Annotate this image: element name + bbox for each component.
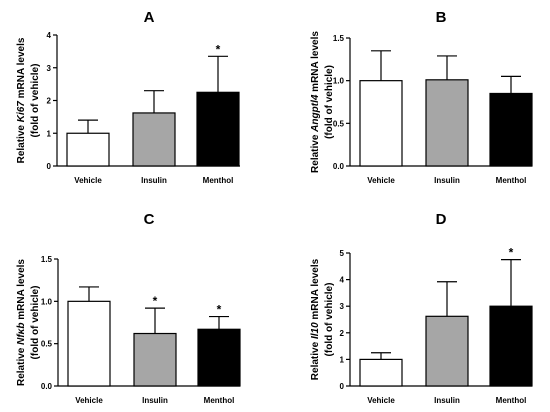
- y-axis-label: (fold of vehicle): [324, 283, 335, 357]
- y-tick-label: 1: [47, 129, 52, 138]
- significance-marker: *: [217, 303, 222, 317]
- y-tick-label: 0.5: [333, 119, 345, 128]
- panel-letter: B: [436, 9, 447, 26]
- y-tick-label: 1.5: [333, 34, 345, 43]
- y-tick-label: 1: [340, 355, 345, 364]
- y-tick-label: 0.5: [41, 340, 53, 349]
- panel-letter: C: [144, 211, 155, 228]
- bar-vehicle: [67, 300, 111, 387]
- x-tick-label: Vehicle: [74, 176, 102, 185]
- x-tick-label: Insulin: [434, 176, 460, 185]
- y-tick-label: 0.0: [333, 162, 345, 171]
- x-tick-label: Menthol: [204, 396, 235, 405]
- x-tick-label: Menthol: [496, 176, 527, 185]
- x-tick-label: Menthol: [203, 176, 234, 185]
- y-tick-label: 4: [340, 276, 345, 285]
- panel-d: D 0 1 2 3 4 5 Vehicle Insulin Menthol * Relative Il…: [310, 211, 533, 405]
- x-tick-label: Menthol: [496, 396, 527, 405]
- bar-menthol: [196, 91, 240, 167]
- panel-letter: D: [436, 211, 447, 228]
- y-axis-label: Relative Ki67 mRNA levels: [16, 37, 27, 163]
- bar-insulin: [425, 315, 469, 387]
- x-tick-label: Insulin: [142, 396, 168, 405]
- panel-c: C 0.0 0.5 1.0 1.5 Vehicle Insulin * Menthol * Rela…: [16, 211, 241, 405]
- y-tick-label: 0: [340, 382, 345, 391]
- bar-insulin: [132, 112, 176, 167]
- significance-marker: *: [509, 246, 514, 260]
- y-tick-label: 0: [47, 162, 52, 171]
- x-tick-label: Vehicle: [75, 396, 103, 405]
- bar-insulin: [133, 332, 177, 387]
- y-tick-label: 0.0: [41, 382, 53, 391]
- y-tick-label: 2: [340, 329, 345, 338]
- y-tick-label: 1.0: [333, 77, 345, 86]
- x-tick-label: Insulin: [434, 396, 460, 405]
- y-tick-label: 5: [340, 249, 345, 258]
- bar-insulin: [425, 79, 469, 167]
- y-axis-label: Relative Nfκb mRNA levels: [16, 259, 27, 386]
- y-axis-label: Relative Angptl4 mRNA levels: [310, 31, 321, 173]
- panel-a: A 0 1 2 3 4 Vehicle Insulin Menthol * Relative Ki6…: [16, 9, 240, 185]
- y-axis-label: (fold of vehicle): [30, 64, 41, 138]
- y-tick-label: 4: [47, 31, 52, 40]
- significance-marker: *: [153, 294, 158, 308]
- bar-vehicle: [359, 80, 403, 167]
- bar-menthol: [489, 92, 533, 167]
- bar-vehicle: [359, 358, 403, 387]
- y-tick-label: 1.5: [41, 255, 53, 264]
- bar-vehicle: [66, 132, 110, 167]
- y-tick-label: 3: [47, 64, 52, 73]
- x-tick-label: Vehicle: [367, 396, 395, 405]
- y-tick-label: 3: [340, 302, 345, 311]
- y-axis-label: (fold of vehicle): [324, 65, 335, 139]
- y-tick-label: 2: [47, 97, 52, 106]
- significance-marker: *: [216, 42, 221, 56]
- y-tick-label: 1.0: [41, 297, 53, 306]
- panel-b: B 0.0 0.5 1.0 1.5 Vehicle Insulin Menthol Relati…: [310, 9, 533, 185]
- bar-menthol: [489, 305, 533, 387]
- bar-menthol: [197, 328, 241, 387]
- x-tick-label: Vehicle: [367, 176, 395, 185]
- x-tick-label: Insulin: [141, 176, 167, 185]
- y-axis-label: Relative Il10 mRNA levels: [310, 258, 321, 380]
- y-axis-label: (fold of vehicle): [30, 286, 41, 360]
- panel-letter: A: [144, 9, 155, 26]
